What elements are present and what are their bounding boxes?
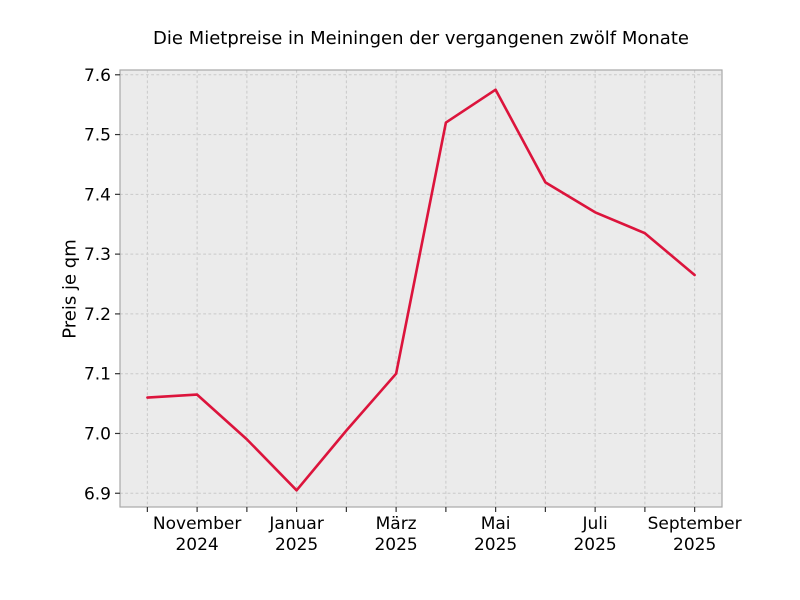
y-tick-label: 7.5 (84, 126, 111, 146)
x-tick-label-month: November (153, 514, 241, 534)
y-tick-label: 7.3 (84, 245, 111, 265)
x-tick-label-month: Juli (582, 514, 608, 534)
x-tick-label-month: März (376, 514, 417, 534)
x-tick-label-month: September (648, 514, 742, 534)
y-tick-label: 7.2 (84, 305, 111, 325)
x-tick-label-month: Januar (268, 514, 323, 534)
y-tick-label: 7.0 (84, 424, 111, 444)
x-tick-label-year: 2025 (275, 535, 318, 555)
plot-area-bg (120, 70, 722, 507)
x-tick-label-year: 2025 (374, 535, 417, 555)
y-tick-label: 7.6 (84, 66, 111, 86)
x-tick-label-year: 2025 (474, 535, 517, 555)
x-tick-label-year: 2025 (673, 535, 716, 555)
x-tick-label-year: 2025 (573, 535, 616, 555)
y-tick-label: 7.4 (84, 185, 111, 205)
plot-border (119, 69, 723, 508)
x-tick-label-year: 2024 (175, 535, 218, 555)
x-tick-label-month: Mai (481, 514, 511, 534)
y-tick-label: 6.9 (84, 484, 111, 504)
y-axis-label: Preis je qm (59, 239, 81, 339)
y-tick-label: 7.1 (84, 365, 111, 385)
price-line (146, 88, 696, 492)
chart-title: Die Mietpreise in Meiningen der vergange… (153, 28, 689, 49)
